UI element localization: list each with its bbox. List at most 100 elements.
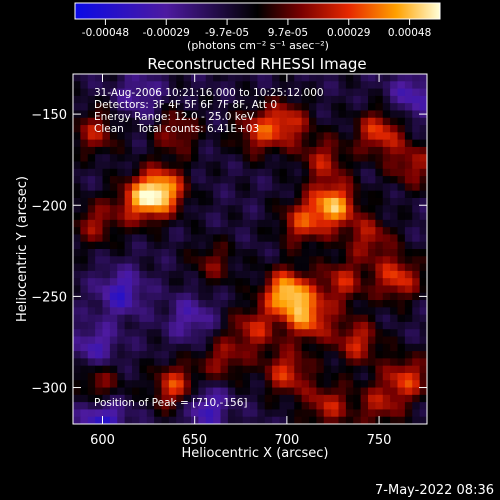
heatmap-cell [139, 227, 148, 235]
heatmap-cell [213, 154, 221, 162]
heatmap-cell [309, 409, 317, 418]
heatmap-cell [257, 270, 266, 279]
heatmap-cell [117, 95, 126, 104]
heatmap-cell [227, 329, 236, 337]
heatmap-cell [132, 292, 140, 301]
heatmap-cell [183, 336, 192, 345]
heatmap-cell [419, 241, 427, 250]
heatmap-cell [168, 329, 177, 337]
heatmap-cell [272, 205, 280, 213]
heatmap-cell [257, 183, 266, 192]
heatmap-cell [227, 321, 236, 330]
heatmap-cell [375, 227, 384, 235]
heatmap-cell [124, 314, 133, 323]
heatmap-cell [257, 278, 266, 286]
heatmap-cell [139, 380, 148, 388]
heatmap-cell [338, 241, 347, 250]
heatmap-cell [154, 387, 162, 396]
heatmap-cell [154, 88, 162, 97]
heatmap-cell [95, 227, 103, 235]
heatmap-cell [198, 300, 207, 308]
heatmap-cell [213, 125, 221, 133]
heatmap-cell [235, 329, 244, 337]
heatmap-cell [132, 416, 140, 424]
heatmap-cell [294, 358, 303, 367]
heatmap-cell [80, 117, 89, 126]
heatmap-cell [191, 88, 199, 97]
heatmap-cell [176, 329, 185, 337]
heatmap-cell [73, 88, 81, 97]
heatmap-cell [345, 292, 354, 301]
heatmap-cell [95, 321, 103, 330]
heatmap-cell [220, 307, 229, 316]
heatmap-cell [220, 146, 229, 155]
heatmap-cell [338, 285, 347, 294]
heatmap-cell [309, 249, 317, 257]
heatmap-cell [87, 212, 96, 221]
heatmap-cell [331, 168, 339, 177]
heatmap-cell [360, 132, 369, 141]
heatmap-cell [419, 212, 427, 221]
heatmap-cell [382, 343, 391, 352]
heatmap-cell [235, 110, 244, 119]
heatmap-cell [95, 365, 103, 374]
heatmap-cell [323, 154, 332, 162]
heatmap-cell [102, 197, 111, 206]
heatmap-cell [294, 146, 303, 155]
heatmap-cell [139, 139, 148, 148]
info-detectors: Detectors: 3F 4F 5F 6F 7F 8F, Att 0 [94, 99, 277, 111]
heatmap-cell [161, 372, 170, 381]
heatmap-cell [124, 394, 133, 403]
heatmap-cell [294, 139, 303, 148]
heatmap-cell [390, 183, 398, 192]
heatmap-cell [80, 387, 89, 396]
heatmap-cell [132, 95, 140, 104]
heatmap-cell [146, 110, 155, 119]
heatmap-cell [375, 336, 384, 345]
heatmap-cell [235, 314, 244, 323]
heatmap-cell [286, 234, 295, 243]
heatmap-cell [301, 241, 310, 250]
heatmap-cell [360, 212, 369, 221]
observation-info: 31-Aug-2006 10:21:16.000 to 10:25:12.000… [94, 87, 324, 409]
heatmap-cell [323, 402, 332, 410]
heatmap-cell [102, 146, 111, 155]
heatmap-cell [132, 139, 140, 148]
heatmap-cell [102, 95, 111, 104]
heatmap-cell [331, 176, 339, 184]
heatmap-cell [294, 74, 303, 82]
heatmap-cell [117, 88, 126, 97]
heatmap-cell [205, 95, 214, 104]
heatmap-cell [176, 219, 185, 228]
heatmap-cell [353, 358, 362, 367]
heatmap-cell [124, 336, 133, 345]
heatmap-cell [404, 190, 413, 199]
heatmap-cell [205, 314, 214, 323]
heatmap-cell [87, 227, 96, 235]
heatmap-cell [360, 278, 369, 286]
heatmap-cell [220, 219, 229, 228]
heatmap-cell [353, 343, 362, 352]
heatmap-cell [345, 81, 354, 89]
heatmap-cell [338, 197, 347, 206]
heatmap-cell [87, 292, 96, 301]
heatmap-cell [183, 132, 192, 141]
heatmap-cell [294, 190, 303, 199]
heatmap-cell [301, 256, 310, 264]
heatmap-cell [250, 380, 258, 388]
heatmap-cell [404, 292, 413, 301]
heatmap-cell [176, 74, 185, 82]
heatmap-cell [301, 110, 310, 119]
heatmap-cell [198, 314, 207, 323]
heatmap-cell [102, 110, 111, 119]
heatmap-cell [242, 241, 251, 250]
heatmap-cell [272, 409, 280, 418]
heatmap-cell [73, 351, 81, 359]
heatmap-cell [323, 227, 332, 235]
heatmap-cell [331, 110, 339, 119]
heatmap-cell [368, 351, 376, 359]
heatmap-cell [323, 270, 332, 279]
heatmap-cell [286, 139, 295, 148]
heatmap-cell [191, 197, 199, 206]
heatmap-cell [338, 176, 347, 184]
